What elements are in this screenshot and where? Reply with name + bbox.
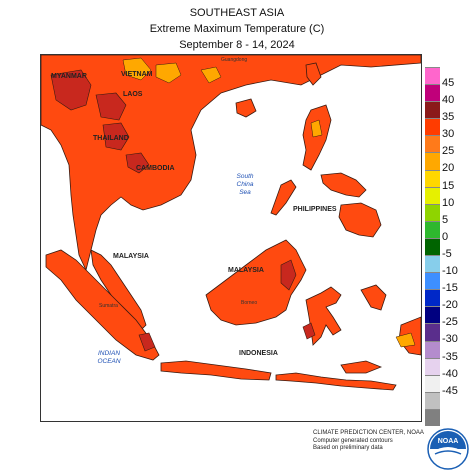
- legend-label: -10: [442, 265, 458, 278]
- label-thailand: THAILAND: [93, 135, 129, 142]
- hot-zone-central-myanmar: [95, 92, 127, 121]
- credit-line-1: CLIMATE PREDICTION CENTER, NOAA: [313, 430, 424, 436]
- legend-label: -15: [442, 282, 458, 295]
- palawan-island: [270, 179, 297, 216]
- hot-zone-cambodia: [125, 152, 150, 174]
- product-title: Extreme Maximum Temperature (C): [149, 23, 325, 35]
- region-title: SOUTHEAST ASIA: [189, 7, 285, 19]
- hot-zone-sumatra: [138, 332, 156, 352]
- mainland-southeast-asia: [41, 55, 421, 272]
- lesser-sunda-islands: [275, 372, 397, 391]
- label-sumatra: Sumatra: [99, 303, 118, 309]
- legend-label: -20: [442, 299, 458, 312]
- legend-label: -35: [442, 350, 458, 363]
- mindanao-island: [338, 202, 382, 238]
- legend-swatch: [425, 186, 440, 204]
- legend-label: -40: [442, 367, 458, 380]
- legend-label: 35: [442, 111, 455, 124]
- period-title: September 8 - 14, 2024: [179, 39, 295, 51]
- warm-zone-guangxi: [200, 66, 222, 84]
- warm-zone-timor: [395, 332, 416, 348]
- legend-label: 30: [442, 128, 455, 141]
- hot-zone-sulawesi: [302, 322, 316, 340]
- legend-label: -45: [442, 384, 458, 397]
- temperature-map: MYANMAR VIETNAM LAOS THAILAND CAMBODIA P…: [40, 54, 422, 422]
- legend-swatch: [425, 323, 440, 341]
- label-cambodia: CAMBODIA: [136, 165, 175, 172]
- java-island: [160, 360, 272, 381]
- legend-label: 25: [442, 145, 455, 158]
- label-borneo: Borneo: [241, 300, 258, 306]
- luzon-island: [302, 104, 332, 171]
- noaa-logo: NOAA: [427, 428, 469, 470]
- label-philippines: PHILIPPINES: [293, 206, 337, 213]
- legend-label: 5: [442, 213, 449, 226]
- warm-zone-yunnan: [122, 57, 152, 81]
- legend-label: 40: [442, 94, 455, 107]
- credit-line-3: Based on preliminary data: [313, 445, 383, 451]
- legend-swatch: [425, 374, 440, 392]
- legend-swatch: [425, 289, 440, 307]
- legend-swatch: [425, 408, 440, 426]
- legend-swatch: [425, 391, 440, 409]
- legend-swatch: [425, 135, 440, 153]
- label-indian-ocean: INDIAN OCEAN: [97, 350, 121, 365]
- legend-label: 45: [442, 77, 455, 89]
- label-malaysia-west: MALAYSIA: [113, 253, 149, 260]
- hainan-island: [235, 98, 257, 118]
- legend-swatch: [425, 237, 440, 256]
- legend-swatch: [425, 152, 440, 170]
- map-title-block: SOUTHEAST ASIA Extreme Maximum Temperatu…: [0, 5, 474, 53]
- borneo-island: [205, 239, 307, 326]
- warm-zone-north-vietnam: [155, 62, 182, 84]
- legend-swatch: [425, 357, 440, 375]
- label-laos: LAOS: [123, 91, 143, 98]
- warm-zone-luzon: [310, 119, 323, 138]
- svg-text:NOAA: NOAA: [438, 438, 459, 445]
- hot-zone-borneo: [280, 259, 297, 291]
- legend-swatch: [425, 67, 440, 85]
- legend-swatch: [425, 255, 440, 273]
- legend-swatch: [425, 101, 440, 119]
- legend-label: -30: [442, 333, 458, 346]
- moluccas-islands: [360, 284, 387, 311]
- legend-label: 10: [442, 196, 455, 209]
- visayas-islands: [320, 172, 367, 198]
- label-malaysia-east: MALAYSIA: [228, 267, 264, 274]
- malay-peninsula: [90, 249, 147, 331]
- legend-label: -25: [442, 316, 458, 329]
- legend-swatch: [425, 306, 440, 324]
- legend-swatch: [425, 169, 440, 187]
- legend-swatch: [425, 203, 440, 221]
- timor-island: [340, 360, 383, 374]
- legend-swatch: [425, 340, 440, 358]
- legend-label: 0: [442, 230, 449, 243]
- sumatra-island: [45, 249, 160, 361]
- legend-label: 20: [442, 162, 455, 175]
- map-canvas: [41, 55, 421, 391]
- label-myanmar: MYANMAR: [51, 73, 87, 80]
- legend-swatch: [425, 220, 440, 238]
- credit-block: CLIMATE PREDICTION CENTER, NOAA Computer…: [313, 430, 424, 453]
- legend-swatch: [425, 118, 440, 136]
- legend-swatch: [425, 272, 440, 290]
- legend-label: -5: [442, 247, 452, 260]
- label-vietnam: VIETNAM: [121, 71, 153, 78]
- credit-line-2: Computer generated contours: [313, 437, 393, 444]
- legend-label: 15: [442, 179, 455, 192]
- label-indonesia: INDONESIA: [239, 350, 278, 357]
- label-south-china-sea: South China Sea: [236, 173, 254, 196]
- taiwan-island: [305, 62, 322, 86]
- hot-zone-thailand: [102, 122, 130, 151]
- hot-zone-northern-myanmar: [50, 69, 92, 111]
- label-guangdong: Guangdong: [221, 57, 248, 63]
- legend-swatch: [425, 84, 440, 102]
